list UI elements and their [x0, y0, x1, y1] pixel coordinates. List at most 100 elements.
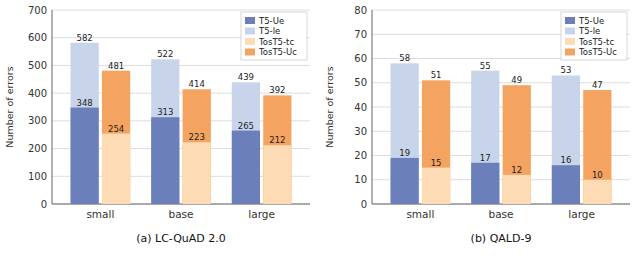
x-tick-label: large — [248, 208, 275, 220]
legend-box — [561, 12, 627, 60]
bar — [583, 90, 611, 204]
data-label: 15 — [431, 158, 442, 168]
data-label: 414 — [189, 79, 205, 89]
bar — [263, 145, 291, 204]
legend-swatch — [565, 17, 575, 24]
y-axis-label: Number of errors — [324, 66, 335, 147]
data-label: 55 — [480, 61, 491, 71]
legend-swatch — [565, 49, 575, 56]
legend-swatch — [245, 17, 255, 24]
y-tick-label: 70 — [354, 29, 367, 40]
bars — [391, 63, 612, 204]
legend-label: TosT5-Uc — [578, 47, 617, 57]
bar — [503, 85, 531, 204]
grid-line — [52, 10, 310, 11]
data-label: 17 — [480, 153, 491, 163]
y-tick-label: 200 — [28, 143, 47, 154]
y-axis-label: Number of errors — [4, 66, 15, 147]
bar — [151, 117, 179, 204]
data-label: 223 — [189, 132, 205, 142]
bar — [552, 165, 580, 204]
bar — [102, 71, 130, 204]
legend-box — [241, 12, 307, 60]
bar — [71, 43, 99, 204]
data-label: 582 — [77, 33, 93, 43]
y-axis-line — [372, 10, 373, 204]
legend: T5-UeT5-leTosT5-tcTosT5-Uc — [561, 12, 627, 60]
bar — [471, 163, 499, 204]
bar — [232, 131, 260, 204]
data-label: 212 — [269, 135, 285, 145]
data-label: 12 — [511, 165, 522, 175]
data-label: 47 — [592, 80, 603, 90]
x-tick-label: large — [568, 208, 595, 220]
legend-label: T5-le — [258, 26, 280, 36]
title: (a) LC-QuAD 2.0 — [136, 232, 226, 245]
bar — [183, 89, 211, 204]
bar — [232, 82, 260, 204]
legend-label: TosT5-tc — [578, 37, 614, 47]
panel: 0102030405060708058195115551749125316471… — [324, 5, 630, 246]
bar — [391, 63, 419, 204]
data-label: 10 — [592, 170, 603, 180]
y-tick-label: 60 — [354, 53, 367, 64]
y-tick-label: 80 — [354, 5, 367, 16]
data-label: 392 — [269, 85, 285, 95]
bar — [391, 158, 419, 204]
data-label: 49 — [511, 75, 522, 85]
y-tick-label: 40 — [354, 102, 367, 113]
bar — [151, 59, 179, 204]
title: (b) QALD-9 — [471, 232, 532, 245]
legend-label: T5-le — [578, 26, 600, 36]
data-label: 51 — [431, 70, 442, 80]
y-tick-label: 0 — [41, 199, 47, 210]
data-labels: 582348481254522313414223439265392212 — [77, 33, 286, 146]
legend-swatch — [245, 28, 255, 35]
legend-label: T5-Ue — [258, 16, 284, 26]
bar — [183, 142, 211, 204]
data-label: 265 — [238, 121, 254, 131]
legend-label: TosT5-tc — [258, 37, 294, 47]
y-tick-label: 600 — [28, 32, 47, 43]
chart: 0100200300400500600700582348481254522313… — [0, 0, 640, 268]
legend-swatch — [565, 38, 575, 45]
bar — [71, 108, 99, 204]
data-label: 313 — [157, 107, 173, 117]
y-tick-label: 300 — [28, 115, 47, 126]
bar — [263, 95, 291, 204]
bar — [503, 175, 531, 204]
y-tick-label: 10 — [354, 174, 367, 185]
legend-swatch — [565, 28, 575, 35]
x-tick-label: small — [86, 208, 114, 220]
data-label: 19 — [399, 148, 410, 158]
data-label: 481 — [108, 61, 124, 71]
x-tick-label: small — [406, 208, 434, 220]
legend-swatch — [245, 38, 255, 45]
y-tick-label: 0 — [361, 199, 367, 210]
panel: 0 100 200 300 400 500 600 700 582 348 481 254 522 313… — [4, 5, 310, 246]
bar — [422, 80, 450, 204]
y-tick-label: 20 — [354, 150, 367, 161]
y-tick-label: 700 — [28, 5, 47, 16]
bar — [422, 168, 450, 204]
y-tick-label: 500 — [28, 60, 47, 71]
legend-label: TosT5-Uc — [258, 47, 297, 57]
y-tick-label: 400 — [28, 88, 47, 99]
legend-swatch — [245, 49, 255, 56]
data-label: 58 — [399, 53, 410, 63]
x-tick-label: base — [488, 208, 513, 220]
bar — [552, 75, 580, 204]
bars — [71, 43, 292, 204]
data-label: 53 — [560, 65, 571, 75]
data-label: 254 — [108, 124, 124, 134]
legend: T5-UeT5-leTosT5-tcTosT5-Uc — [241, 12, 307, 60]
y-axis-line — [52, 10, 53, 204]
data-label: 522 — [157, 49, 173, 59]
data-label: 348 — [77, 98, 93, 108]
data-labels: 58 19 51 15 55 17 49 12 53 16 47 10 — [399, 53, 603, 179]
data-label: 16 — [560, 155, 571, 165]
legend-label: T5-Ue — [578, 16, 604, 26]
grid-line — [372, 10, 630, 11]
y-tick-label: 100 — [28, 171, 47, 182]
y-tick-label: 30 — [354, 126, 367, 137]
